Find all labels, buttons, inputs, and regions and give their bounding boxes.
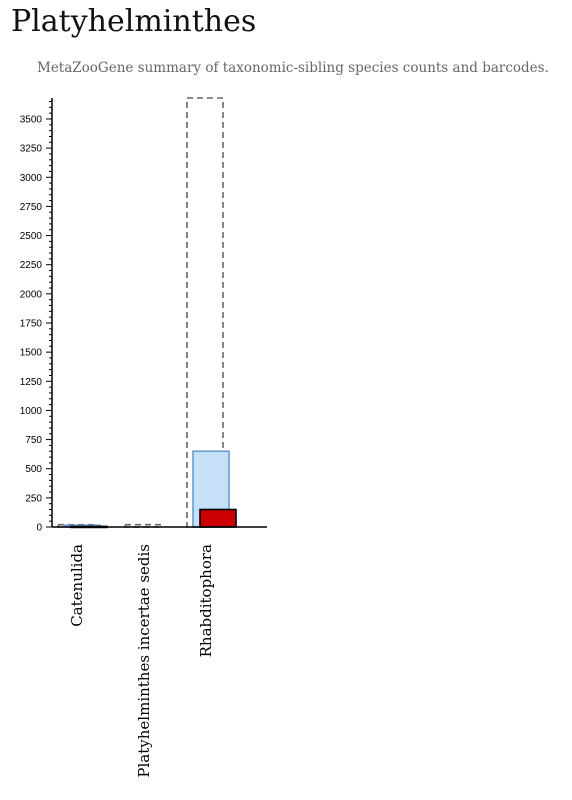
total-bar-1	[124, 523, 162, 528]
y-tick-label: 1750	[20, 318, 43, 329]
y-axis: 0 250 500 750 1000 1250 1500 1750 2000 2250 2500 27…	[20, 98, 53, 534]
y-tick-label: 0	[36, 523, 42, 534]
y-tick-label: 1000	[20, 406, 43, 417]
page-subtitle: MetaZooGene summary of taxonomic-sibling…	[37, 60, 549, 76]
y-tick-label: 500	[25, 464, 42, 475]
category-label-1: Platyhelminthes incertae sedis	[135, 544, 153, 778]
y-tick-label: 250	[25, 493, 42, 504]
y-tick-label: 1250	[20, 377, 43, 388]
y-tick-label: 750	[25, 435, 42, 446]
y-tick-label: 1500	[20, 348, 43, 359]
y-tick-label: 3250	[20, 144, 43, 155]
y-tick-label: 2750	[20, 202, 43, 213]
x-axis: Catenulida Platyhelminthes incertae sedis…	[52, 526, 267, 778]
category-label-2: Rhabditophora	[197, 544, 215, 657]
bars-group	[57, 97, 237, 529]
y-tick-label: 3500	[20, 114, 43, 125]
page-title: Platyhelminthes	[11, 4, 257, 39]
y-tick-label: 2000	[20, 289, 43, 300]
y-tick-label: 3000	[20, 173, 43, 184]
barcode-bar-2	[199, 508, 237, 528]
total-bar-0	[57, 523, 95, 528]
category-label-0: Catenulida	[68, 544, 86, 627]
y-tick-label: 2250	[20, 260, 43, 271]
y-tick-label: 2500	[20, 231, 43, 242]
